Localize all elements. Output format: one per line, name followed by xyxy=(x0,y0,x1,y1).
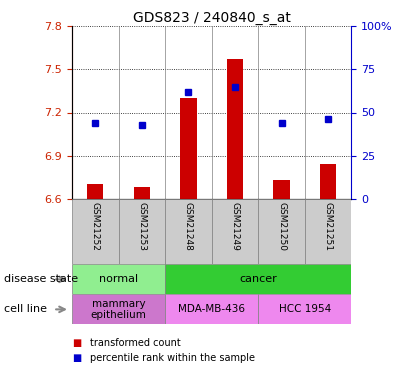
FancyBboxPatch shape xyxy=(258,294,351,324)
Text: HCC 1954: HCC 1954 xyxy=(279,304,331,314)
FancyBboxPatch shape xyxy=(72,264,165,294)
FancyBboxPatch shape xyxy=(305,199,351,264)
Bar xyxy=(227,59,243,199)
FancyBboxPatch shape xyxy=(165,294,258,324)
Text: GSM21252: GSM21252 xyxy=(91,202,100,251)
Bar xyxy=(87,184,103,199)
Text: GSM21249: GSM21249 xyxy=(231,202,240,251)
Text: GSM21253: GSM21253 xyxy=(137,202,146,251)
Bar xyxy=(320,164,336,199)
FancyBboxPatch shape xyxy=(212,199,258,264)
FancyBboxPatch shape xyxy=(118,199,165,264)
Bar xyxy=(180,98,196,199)
FancyBboxPatch shape xyxy=(258,199,305,264)
Text: disease state: disease state xyxy=(4,274,78,284)
Text: transformed count: transformed count xyxy=(90,338,181,348)
Text: GSM21248: GSM21248 xyxy=(184,202,193,251)
Bar xyxy=(273,180,290,199)
FancyBboxPatch shape xyxy=(72,294,165,324)
Text: GSM21250: GSM21250 xyxy=(277,202,286,251)
Title: GDS823 / 240840_s_at: GDS823 / 240840_s_at xyxy=(133,11,291,25)
FancyBboxPatch shape xyxy=(165,264,351,294)
Text: cell line: cell line xyxy=(4,304,47,314)
Text: normal: normal xyxy=(99,274,138,284)
Text: ■: ■ xyxy=(72,353,81,363)
Text: percentile rank within the sample: percentile rank within the sample xyxy=(90,353,255,363)
FancyBboxPatch shape xyxy=(72,199,118,264)
Text: mammary
epithelium: mammary epithelium xyxy=(90,298,146,320)
Text: cancer: cancer xyxy=(239,274,277,284)
Text: MDA-MB-436: MDA-MB-436 xyxy=(178,304,245,314)
FancyBboxPatch shape xyxy=(165,199,212,264)
Text: GSM21251: GSM21251 xyxy=(323,202,332,251)
Bar xyxy=(134,187,150,199)
Text: ■: ■ xyxy=(72,338,81,348)
